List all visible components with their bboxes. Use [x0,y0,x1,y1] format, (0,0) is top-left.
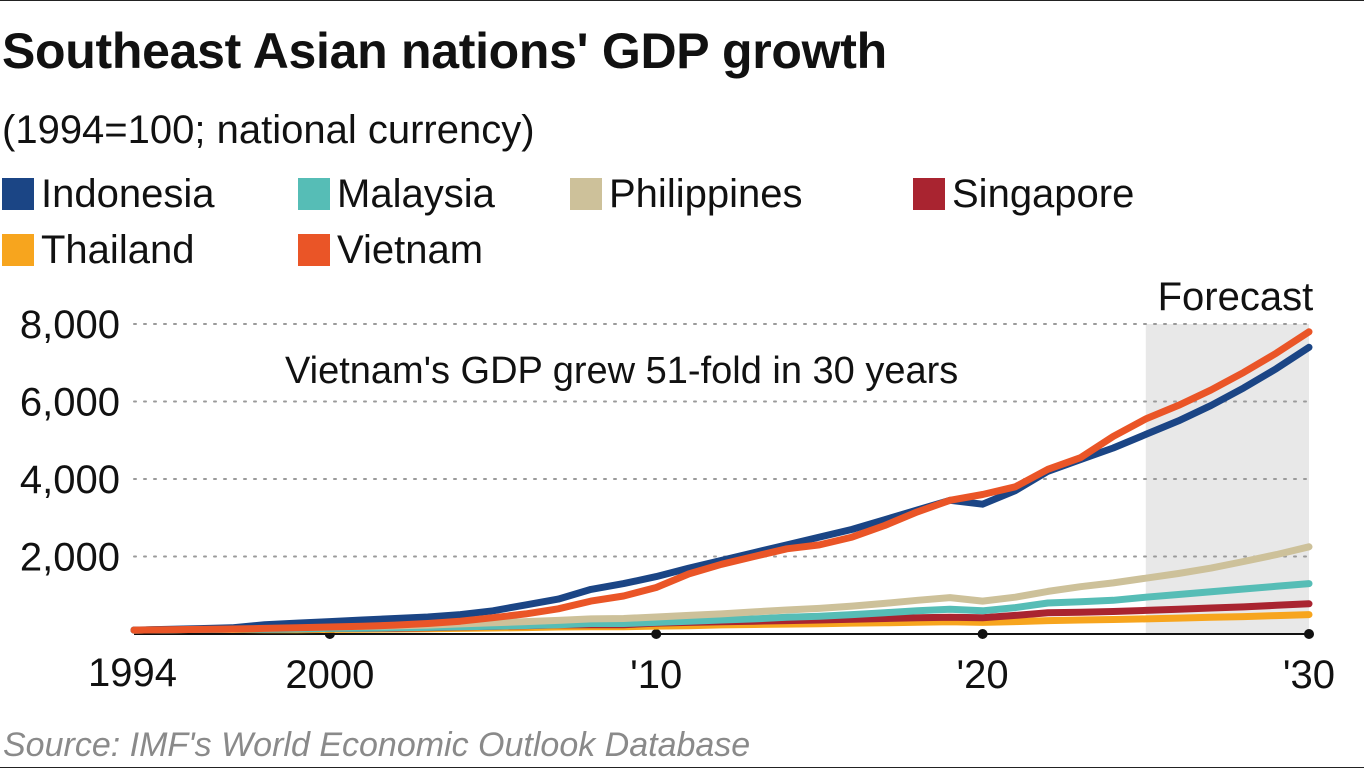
x-tick-label-2020: '20 [957,653,1009,697]
legend-item-malaysia: Malaysia [298,166,495,222]
legend-item-singapore: Singapore [913,166,1134,222]
y-tick-label-6000: 6,000 [20,381,120,425]
x-tick-label-2030: '30 [1283,653,1335,697]
chart-annotation: Vietnam's GDP grew 51-fold in 30 years [285,350,958,392]
chart-legend: Indonesia Malaysia Philippines Singapore… [0,166,1364,286]
y-tick-label-2000: 2,000 [20,536,120,580]
legend-item-vietnam: Vietnam [298,222,483,278]
x-tick-dot-2020 [977,629,988,639]
x-tick-label-2000: 2000 [285,653,374,697]
legend-item-thailand: Thailand [2,222,194,278]
legend-label-thailand: Thailand [41,227,195,272]
legend-swatch-singapore [913,178,945,210]
x-tick-label-1994: 1994 [88,651,177,695]
legend-swatch-indonesia [2,178,34,210]
legend-label-singapore: Singapore [952,171,1135,216]
x-tick-label-2010: '10 [630,653,682,697]
page-title: Southeast Asian nations' GDP growth [2,23,887,79]
legend-swatch-malaysia [298,178,330,210]
legend-swatch-philippines [570,178,602,210]
top-border [0,0,1364,1]
series-line-vietnam [130,328,1313,634]
x-tick-dot-2010 [651,629,662,639]
y-tick-label-8000: 8,000 [20,303,120,347]
legend-label-philippines: Philippines [609,171,803,216]
legend-swatch-thailand [2,234,34,266]
series-line-indonesia [130,343,1313,634]
x-tick-dot-2030 [1304,629,1314,639]
source-note: Source: IMF's World Economic Outlook Dat… [3,726,751,764]
legend-label-indonesia: Indonesia [41,171,215,216]
legend-label-vietnam: Vietnam [337,227,484,272]
legend-label-malaysia: Malaysia [337,171,495,216]
legend-swatch-vietnam [298,234,330,266]
bottom-border [0,767,1364,768]
y-tick-label-4000: 4,000 [20,458,120,502]
forecast-label: Forecast [1158,275,1314,319]
legend-item-indonesia: Indonesia [2,166,214,222]
legend-item-philippines: Philippines [570,166,802,222]
page-subtitle: (1994=100; national currency) [2,108,535,152]
